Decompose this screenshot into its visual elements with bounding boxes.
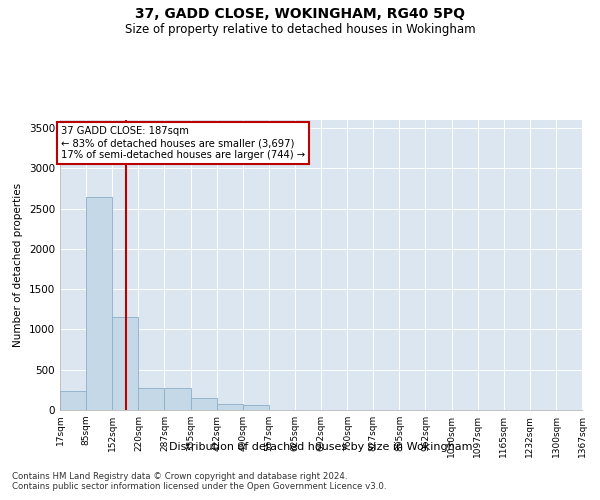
Text: Distribution of detached houses by size in Wokingham: Distribution of detached houses by size … — [169, 442, 473, 452]
Bar — [60, 392, 86, 410]
Bar — [243, 405, 269, 410]
Bar — [139, 388, 164, 410]
Bar — [164, 388, 191, 410]
Y-axis label: Number of detached properties: Number of detached properties — [13, 183, 23, 347]
Bar — [191, 398, 217, 410]
Text: Contains HM Land Registry data © Crown copyright and database right 2024.: Contains HM Land Registry data © Crown c… — [12, 472, 347, 481]
Text: Size of property relative to detached houses in Wokingham: Size of property relative to detached ho… — [125, 22, 475, 36]
Bar — [112, 318, 139, 410]
Bar — [217, 404, 243, 410]
Text: 37 GADD CLOSE: 187sqm
← 83% of detached houses are smaller (3,697)
17% of semi-d: 37 GADD CLOSE: 187sqm ← 83% of detached … — [61, 126, 305, 160]
Text: 37, GADD CLOSE, WOKINGHAM, RG40 5PQ: 37, GADD CLOSE, WOKINGHAM, RG40 5PQ — [135, 8, 465, 22]
Text: Contains public sector information licensed under the Open Government Licence v3: Contains public sector information licen… — [12, 482, 386, 491]
Bar — [86, 196, 112, 410]
